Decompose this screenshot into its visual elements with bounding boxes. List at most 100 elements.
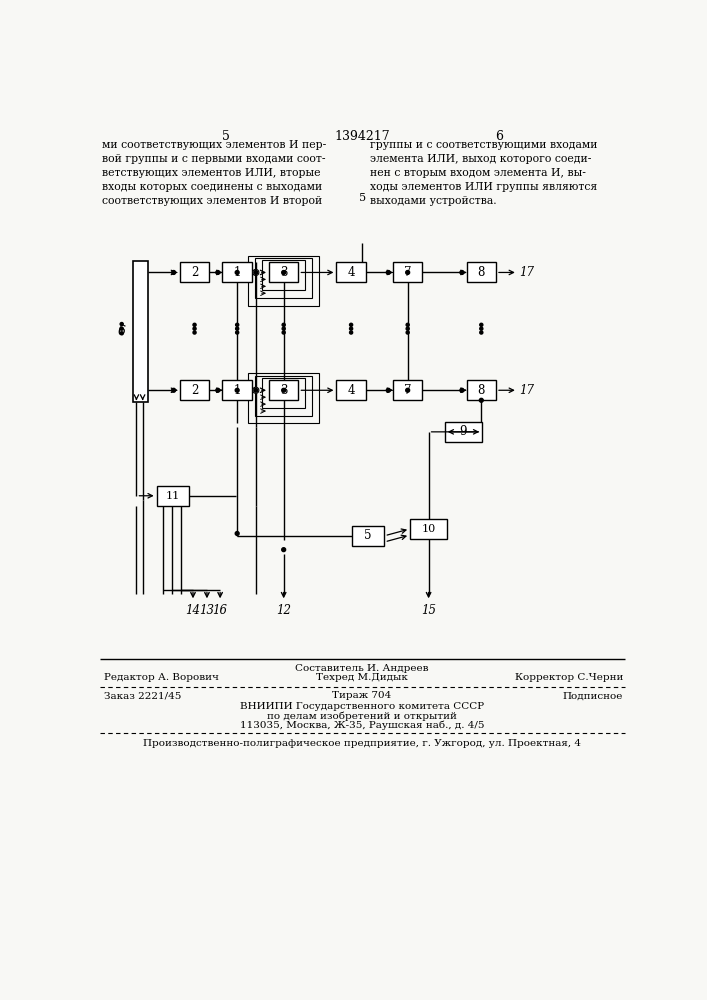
Text: ВНИИПИ Государственного комитета СССР: ВНИИПИ Государственного комитета СССР bbox=[240, 702, 484, 711]
Text: 4: 4 bbox=[347, 384, 355, 397]
Text: 4: 4 bbox=[347, 266, 355, 279]
Circle shape bbox=[172, 271, 175, 274]
Bar bbox=[156, 486, 189, 506]
Text: по делам изобретений и открытий: по делам изобретений и открытий bbox=[267, 711, 457, 721]
Bar bbox=[262, 378, 305, 408]
Circle shape bbox=[480, 331, 483, 334]
Circle shape bbox=[120, 323, 123, 326]
Text: 10: 10 bbox=[421, 524, 436, 534]
Circle shape bbox=[216, 271, 220, 274]
Text: 5: 5 bbox=[221, 130, 230, 143]
Circle shape bbox=[479, 398, 484, 402]
Bar bbox=[393, 262, 422, 282]
Circle shape bbox=[254, 388, 258, 392]
Bar bbox=[467, 262, 496, 282]
Text: Производственно-полиграфическое предприятие, г. Ужгород, ул. Проектная, 4: Производственно-полиграфическое предприя… bbox=[143, 739, 581, 748]
Circle shape bbox=[193, 323, 196, 326]
Circle shape bbox=[254, 271, 258, 274]
Circle shape bbox=[252, 269, 259, 276]
Circle shape bbox=[406, 271, 409, 274]
Circle shape bbox=[235, 532, 239, 535]
Bar bbox=[180, 262, 209, 282]
Text: 6: 6 bbox=[495, 130, 503, 143]
Text: 11: 11 bbox=[165, 491, 180, 501]
Circle shape bbox=[406, 388, 409, 392]
Bar bbox=[410, 519, 448, 539]
Bar bbox=[352, 526, 385, 546]
Circle shape bbox=[193, 331, 196, 334]
Bar bbox=[132, 261, 148, 402]
Text: 7: 7 bbox=[404, 384, 411, 397]
Text: Заказ 2221/45: Заказ 2221/45 bbox=[104, 691, 181, 700]
Circle shape bbox=[282, 323, 285, 326]
Text: 14: 14 bbox=[185, 604, 201, 617]
Circle shape bbox=[406, 327, 409, 330]
Text: 6: 6 bbox=[117, 325, 126, 338]
Text: 7: 7 bbox=[404, 266, 411, 279]
Bar bbox=[223, 262, 252, 282]
Circle shape bbox=[480, 323, 483, 326]
Text: 2: 2 bbox=[191, 384, 198, 397]
Text: 113035, Москва, Ж-35, Раушская наб., д. 4/5: 113035, Москва, Ж-35, Раушская наб., д. … bbox=[240, 721, 484, 730]
Bar bbox=[262, 260, 305, 290]
Circle shape bbox=[235, 271, 239, 274]
Text: 1: 1 bbox=[233, 266, 241, 279]
Bar bbox=[467, 380, 496, 400]
Circle shape bbox=[252, 387, 259, 393]
Bar bbox=[445, 422, 482, 442]
Circle shape bbox=[120, 327, 123, 330]
Bar bbox=[255, 258, 312, 298]
Circle shape bbox=[406, 323, 409, 326]
Text: 8: 8 bbox=[478, 384, 485, 397]
Circle shape bbox=[281, 548, 286, 552]
Circle shape bbox=[386, 388, 390, 392]
Text: Составитель И. Андреев: Составитель И. Андреев bbox=[296, 664, 428, 673]
Text: 8: 8 bbox=[478, 266, 485, 279]
Circle shape bbox=[281, 271, 286, 274]
Circle shape bbox=[235, 331, 239, 334]
Text: 2: 2 bbox=[191, 266, 198, 279]
Bar bbox=[269, 380, 298, 400]
Circle shape bbox=[386, 271, 390, 274]
Bar bbox=[269, 262, 298, 282]
Bar bbox=[393, 380, 422, 400]
Circle shape bbox=[480, 327, 483, 330]
Text: группы и с соответствующими входами
элемента ИЛИ, выход которого соеди-
нен с вт: группы и с соответствующими входами элем… bbox=[370, 140, 597, 206]
Circle shape bbox=[172, 388, 175, 392]
Bar bbox=[180, 380, 209, 400]
Text: 17: 17 bbox=[519, 384, 534, 397]
Circle shape bbox=[406, 331, 409, 334]
Text: 5: 5 bbox=[364, 529, 372, 542]
Text: 15: 15 bbox=[421, 604, 436, 617]
Bar bbox=[248, 373, 320, 423]
Text: 12: 12 bbox=[276, 604, 291, 617]
Circle shape bbox=[349, 327, 353, 330]
Text: 16: 16 bbox=[213, 604, 228, 617]
Circle shape bbox=[193, 327, 196, 330]
Text: Техред М.Дидык: Техред М.Дидык bbox=[316, 673, 408, 682]
Text: 3: 3 bbox=[280, 384, 288, 397]
Circle shape bbox=[349, 331, 353, 334]
Circle shape bbox=[460, 271, 464, 274]
Text: Подписное: Подписное bbox=[563, 691, 623, 700]
Text: 9: 9 bbox=[460, 425, 467, 438]
Bar bbox=[255, 376, 312, 416]
Circle shape bbox=[282, 331, 285, 334]
Circle shape bbox=[120, 332, 123, 335]
Circle shape bbox=[281, 388, 286, 392]
Bar bbox=[337, 380, 366, 400]
Bar bbox=[337, 262, 366, 282]
Bar bbox=[223, 380, 252, 400]
Circle shape bbox=[235, 388, 239, 392]
Circle shape bbox=[282, 327, 285, 330]
Bar bbox=[248, 256, 320, 306]
Text: Редактор А. Ворович: Редактор А. Ворович bbox=[104, 673, 218, 682]
Circle shape bbox=[349, 323, 353, 326]
Text: Корректор С.Черни: Корректор С.Черни bbox=[515, 673, 623, 682]
Text: 13: 13 bbox=[199, 604, 214, 617]
Text: 17: 17 bbox=[519, 266, 534, 279]
Circle shape bbox=[460, 388, 464, 392]
Circle shape bbox=[235, 323, 239, 326]
Text: Тираж 704: Тираж 704 bbox=[332, 691, 392, 700]
Circle shape bbox=[235, 327, 239, 330]
